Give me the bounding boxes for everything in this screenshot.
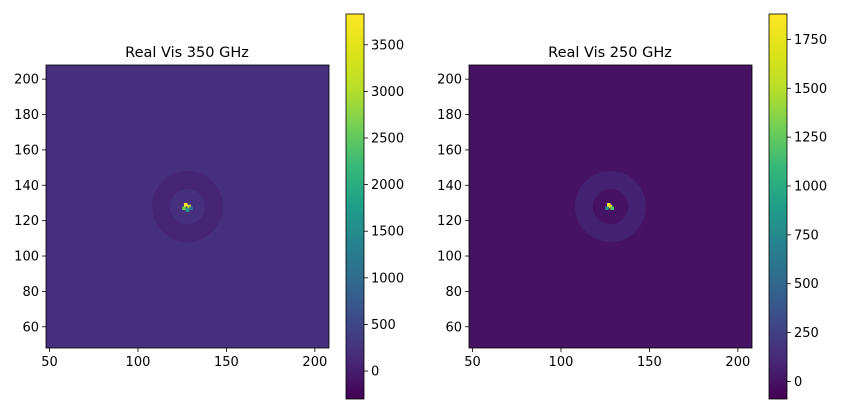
x-tick-label: 100	[126, 355, 151, 370]
y-tick-label: 60	[22, 320, 39, 335]
heatmap-area	[468, 64, 753, 349]
colorbar-tick-label: 2500	[371, 131, 404, 146]
y-tick-label: 180	[14, 108, 39, 123]
y-tick-label: 100	[437, 250, 462, 265]
y-tick-label: 140	[14, 179, 39, 194]
y-tick-label: 100	[14, 250, 39, 265]
colorbar-gradient	[345, 13, 365, 400]
heatmap-panel-250ghz: Real Vis 250 GHz 50 100 150 200 60 80 100 120 1…	[437, 13, 827, 400]
y-tick-label: 80	[22, 285, 39, 300]
heatmap-ring	[575, 171, 646, 242]
colorbar: 0 250 500 750 1000 1250 1500 1750	[768, 13, 827, 400]
colorbar-tick-label: 3000	[371, 85, 404, 100]
y-tick-label: 120	[437, 214, 462, 229]
plot-frame	[45, 64, 330, 349]
y-axis: 60 80 100 120 140 160 180 200	[437, 73, 469, 335]
colorbar: 0 500 1000 1500 2000 2500 3000 3500	[345, 13, 404, 400]
y-tick-label: 200	[14, 73, 39, 88]
colorbar-tick-label: 1000	[794, 179, 827, 194]
x-tick-label: 100	[549, 355, 574, 370]
colorbar-tick-label: 0	[794, 375, 802, 390]
y-tick-label: 140	[437, 179, 462, 194]
y-tick-label: 120	[14, 214, 39, 229]
colorbar-tick-label: 250	[794, 326, 819, 341]
y-tick-label: 80	[445, 285, 462, 300]
colorbar-tick-label: 1000	[371, 271, 404, 286]
x-tick-label: 50	[41, 355, 58, 370]
heatmap-cell	[183, 202, 188, 207]
colorbar-tick-label: 1500	[371, 225, 404, 240]
colorbar-tick-label: 1750	[794, 33, 827, 48]
x-tick-label: 50	[464, 355, 481, 370]
heatmap-cell	[189, 206, 193, 211]
colorbar-tick-label: 1500	[794, 82, 827, 97]
y-tick-label: 60	[445, 320, 462, 335]
plot-frame	[468, 64, 753, 349]
y-tick-label: 200	[437, 73, 462, 88]
heatmap-cell	[182, 206, 186, 211]
heatmap-area	[45, 64, 330, 349]
x-tick-label: 150	[637, 355, 662, 370]
colorbar-tick-label: 1250	[794, 131, 827, 146]
colorbar-tick-label: 3500	[371, 38, 404, 53]
heatmap-cell	[610, 206, 615, 211]
heatmap-panel-350ghz: Real Vis 350 GHz 50 100 150 200 60 80 100 120 1…	[14, 13, 404, 400]
y-tick-label: 180	[437, 108, 462, 123]
colorbar-tick-label: 2000	[371, 178, 404, 193]
y-tick-label: 160	[437, 143, 462, 158]
chart-title: Real Vis 350 GHz	[125, 45, 249, 61]
x-axis: 50 100 150 200	[464, 348, 750, 370]
colorbar-tick-label: 500	[371, 318, 396, 333]
y-axis: 60 80 100 120 140 160 180 200	[14, 73, 46, 335]
x-tick-label: 150	[214, 355, 239, 370]
colorbar-tick-label: 0	[371, 365, 379, 380]
heatmap-cell	[185, 208, 190, 212]
x-tick-label: 200	[725, 355, 750, 370]
x-tick-label: 200	[302, 355, 327, 370]
x-axis: 50 100 150 200	[41, 348, 327, 370]
heatmap-ring	[152, 171, 223, 242]
colorbar-tick-label: 500	[794, 277, 819, 292]
y-tick-label: 160	[14, 143, 39, 158]
chart-title: Real Vis 250 GHz	[548, 45, 672, 61]
colorbar-gradient	[768, 13, 788, 400]
colorbar-tick-label: 750	[794, 228, 819, 243]
heatmap-cell	[605, 206, 609, 211]
